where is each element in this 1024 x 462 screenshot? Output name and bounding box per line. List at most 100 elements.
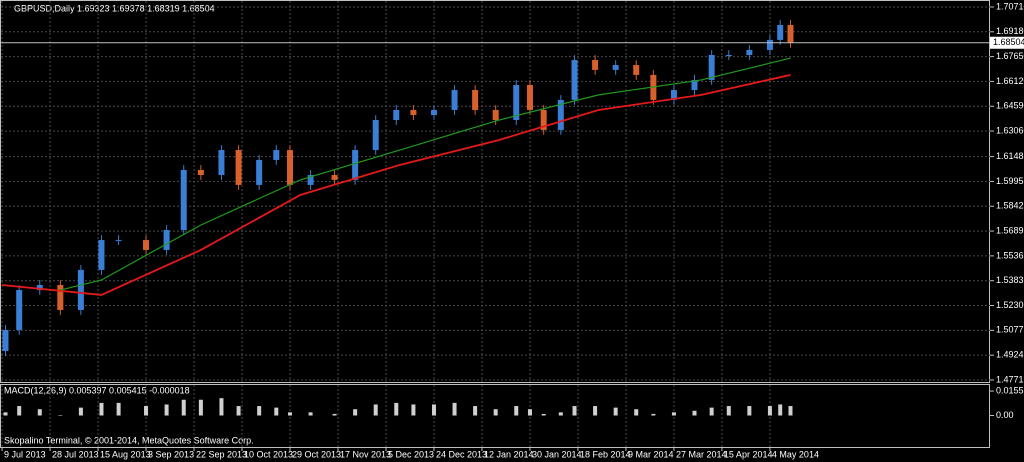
macd-bar <box>394 402 399 416</box>
macd-panel <box>0 384 990 448</box>
macd-bar <box>431 404 436 416</box>
y-tick-label: 1.66120 <box>996 76 1024 86</box>
y-tick-label: 1.50775 <box>996 325 1024 335</box>
y-tick-label: 1.70710 <box>996 1 1024 11</box>
candle-body <box>307 175 314 185</box>
candle-body <box>2 329 9 352</box>
macd-bar <box>257 406 262 416</box>
macd-bar <box>473 406 478 416</box>
macd-bar <box>198 399 203 416</box>
macd-bar <box>671 412 676 416</box>
candle-body <box>787 24 794 43</box>
macd-bar <box>332 413 337 416</box>
candle-body <box>725 54 732 56</box>
copyright: Skopalino Terminal, © 2001-2014, MetaQuo… <box>4 435 254 445</box>
x-tick-label: 10 Oct 2013 <box>244 449 293 459</box>
macd-bar <box>726 406 731 416</box>
macd-bar <box>778 404 783 416</box>
candle-body <box>57 284 64 310</box>
x-tick-label: 28 Jul 2013 <box>52 449 99 459</box>
y-tick-label: 1.61485 <box>996 151 1024 161</box>
macd-bar <box>99 402 104 416</box>
y-tick-label: 1.63060 <box>996 125 1024 135</box>
macd-bar <box>236 406 241 416</box>
candle-body <box>526 84 533 110</box>
candle-body <box>98 240 105 270</box>
macd-bar <box>527 409 532 416</box>
candle-body <box>352 150 359 180</box>
macd-bar <box>144 406 149 416</box>
macd-bar <box>274 407 279 416</box>
candle-body <box>557 99 564 130</box>
candle-body <box>115 240 122 242</box>
candle-body <box>691 79 698 91</box>
y-tick-label: 1.69180 <box>996 26 1024 36</box>
macd-bar <box>116 402 121 416</box>
x-tick-label: 24 Dec 2013 <box>436 449 487 459</box>
candle-body <box>16 290 23 330</box>
candle-body <box>746 49 753 55</box>
candle-body <box>77 269 84 310</box>
candle-body <box>256 159 263 185</box>
candle-body <box>472 90 479 110</box>
candle-body <box>197 169 204 176</box>
x-tick-label: 15 Apr 2014 <box>724 449 773 459</box>
main-panel <box>0 0 990 383</box>
macd-bar <box>709 407 714 416</box>
macd-bar <box>541 413 546 416</box>
candle-body <box>708 54 715 80</box>
macd-bar <box>288 412 293 416</box>
last-price-box <box>990 36 1024 49</box>
macd-bar <box>17 406 22 416</box>
chart-title: GBPUSD,Daily 1.69323 1.69378 1.68319 1.6… <box>14 3 215 13</box>
x-tick-label: 4 May 2014 <box>772 449 819 459</box>
candle-body <box>451 90 458 110</box>
y2-tick-label: 0.00 <box>996 410 1014 420</box>
macd-bar <box>181 399 186 416</box>
macd-bar <box>651 413 656 416</box>
y-tick-label: 1.67650 <box>996 51 1024 61</box>
candle-body <box>592 60 599 70</box>
y-tick-label: 1.55365 <box>996 250 1024 260</box>
candle-body <box>513 84 520 121</box>
x-tick-label: 30 Jan 2014 <box>532 449 582 459</box>
candle-body <box>777 24 784 40</box>
candle-body <box>393 109 400 121</box>
y-tick-label: 1.52305 <box>996 300 1024 310</box>
macd-bar <box>514 406 519 416</box>
y-tick-label: 1.58425 <box>996 201 1024 211</box>
macd-title: MACD(12,26,9) 0.005397 0.005415 -0.00001… <box>4 385 190 395</box>
candle-body <box>633 65 640 75</box>
macd-bar <box>634 409 639 416</box>
macd-bar <box>3 412 8 416</box>
macd-bar <box>37 409 42 416</box>
macd-bar <box>613 407 618 416</box>
x-tick-label: 22 Sep 2013 <box>196 449 247 459</box>
macd-bar <box>78 407 83 416</box>
macd-bar <box>747 406 752 416</box>
candle-body <box>410 109 417 116</box>
macd-bar <box>164 404 169 416</box>
x-tick-label: 27 Mar 2014 <box>676 449 727 459</box>
x-tick-label: 18 Feb 2014 <box>580 449 631 459</box>
macd-bar <box>308 412 313 416</box>
candle-body <box>235 150 242 185</box>
candle-body <box>218 150 225 176</box>
candle-body <box>372 120 379 151</box>
macd-bar <box>692 410 697 416</box>
macd-bar <box>353 409 358 416</box>
macd-bar <box>593 406 598 416</box>
y-tick-label: 1.49245 <box>996 350 1024 360</box>
macd-bar <box>219 398 224 416</box>
x-tick-label: 3 Sep 2013 <box>148 449 194 459</box>
candle-body <box>331 175 338 180</box>
y-tick-label: 1.47715 <box>996 374 1024 384</box>
candle-body <box>766 39 773 50</box>
moving-average <box>60 57 791 291</box>
macd-bar <box>572 406 577 416</box>
candle-body <box>571 60 578 100</box>
y2-tick-label: 0.01551 <box>996 385 1024 395</box>
candle-body <box>36 284 43 291</box>
